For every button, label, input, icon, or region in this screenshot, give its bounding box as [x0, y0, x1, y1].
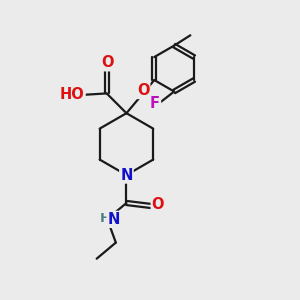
Text: F: F — [150, 96, 160, 111]
Text: O: O — [137, 83, 149, 98]
Text: O: O — [152, 197, 164, 212]
Text: HO: HO — [60, 87, 85, 102]
Text: N: N — [120, 167, 133, 182]
Text: N: N — [108, 212, 120, 227]
Text: O: O — [101, 55, 113, 70]
Text: H: H — [99, 212, 110, 225]
